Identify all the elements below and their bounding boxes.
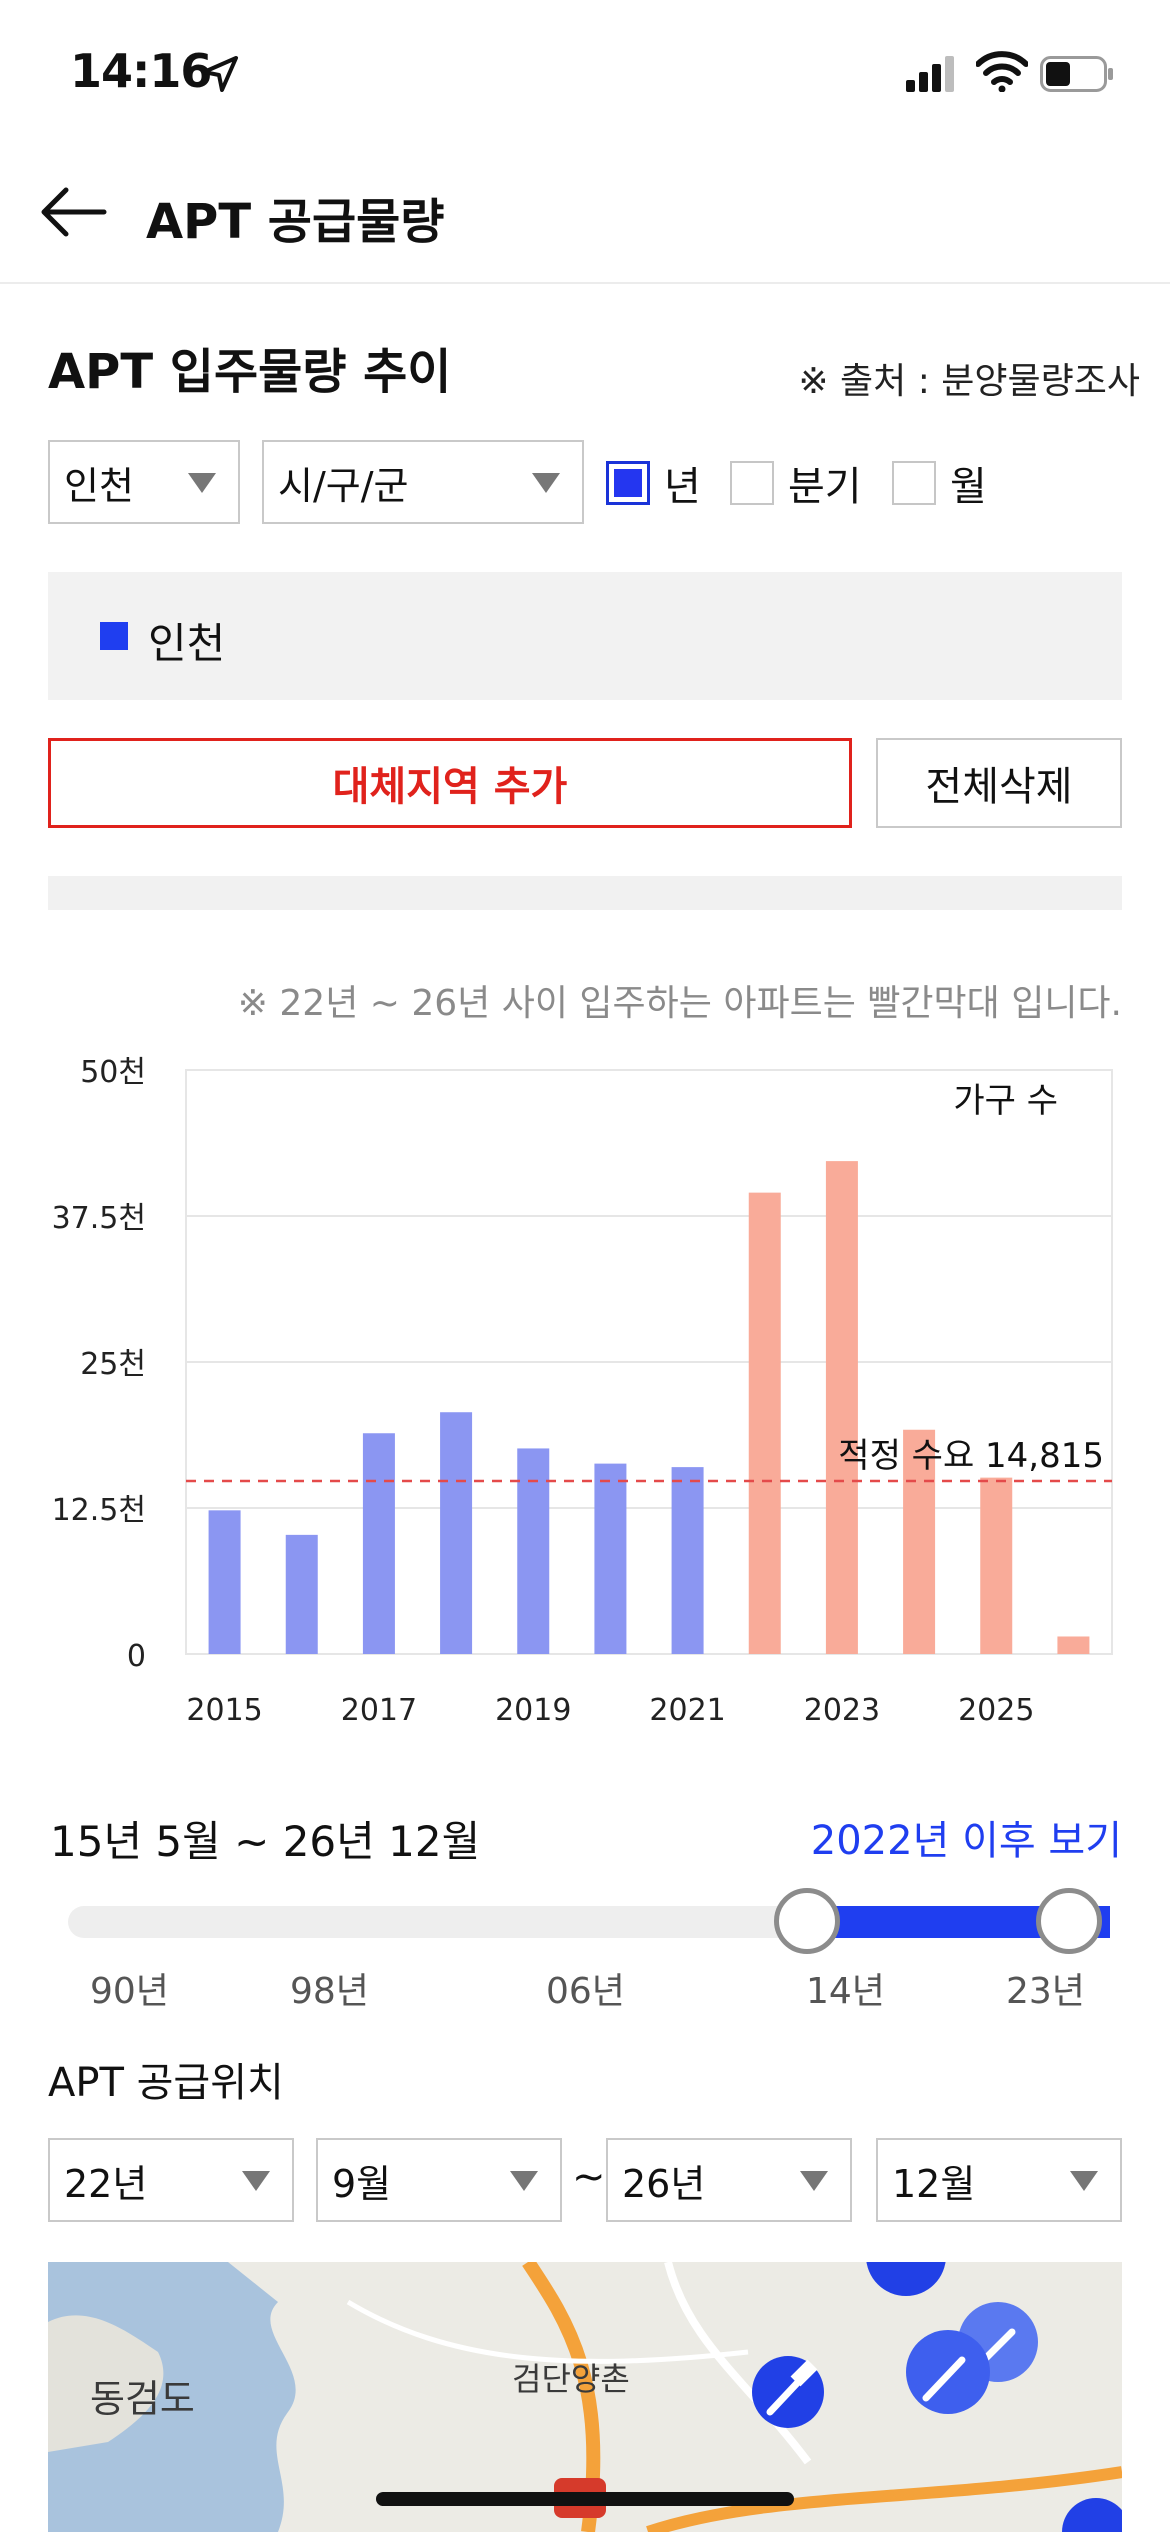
chart-bar — [440, 1412, 473, 1654]
add-region-button[interactable]: 대체지역 추가 — [48, 738, 852, 828]
page-title: APT 공급물량 — [146, 194, 445, 250]
from-year-select[interactable]: 22년 — [48, 2138, 294, 2222]
chart-bar — [517, 1448, 550, 1654]
battery-icon — [1040, 56, 1113, 92]
home-indicator — [376, 2492, 794, 2506]
range-separator: ~ — [572, 2154, 606, 2200]
chevron-down-icon — [188, 473, 216, 493]
period-quarter-label: 분기 — [788, 464, 862, 510]
back-arrow-icon[interactable] — [36, 182, 112, 242]
map-label: 검단양촌 — [512, 2360, 630, 2398]
range-tick-label: 90년 — [90, 1971, 169, 2012]
chevron-down-icon — [510, 2171, 538, 2191]
period-year-label: 년 — [664, 464, 701, 510]
x-tick-label: 2023 — [804, 1693, 880, 1728]
range-tick-label: 98년 — [290, 1971, 369, 2012]
chart-bar — [208, 1510, 241, 1654]
y-tick-label: 12.5천 — [52, 1493, 146, 1528]
checkbox-checked-icon — [606, 461, 650, 505]
range-tick-label: 23년 — [1006, 1971, 1085, 2012]
legend-label: 인천 — [148, 619, 226, 668]
status-time: 14:16 — [70, 44, 212, 98]
range-end-thumb[interactable] — [1036, 1888, 1102, 1954]
from-month-select[interactable]: 9월 — [316, 2138, 562, 2222]
chart-bar — [1057, 1636, 1090, 1654]
period-month-checkbox[interactable]: 월 — [892, 454, 987, 512]
location-arrow-icon — [202, 56, 238, 92]
district-select[interactable]: 시/구/군 — [262, 440, 584, 524]
period-year-checkbox[interactable]: 년 — [606, 454, 701, 512]
chart-bar — [903, 1429, 936, 1654]
x-tick-label: 2017 — [341, 1693, 417, 1728]
unit-label: 가구 수 — [953, 1081, 1058, 1121]
range-tick-label: 14년 — [806, 1971, 885, 2012]
location-section-title: APT 공급위치 — [48, 2060, 284, 2106]
supply-location-map[interactable]: 동검도 검단양촌 — [48, 2262, 1122, 2532]
chart-bar — [594, 1463, 627, 1654]
supply-bar-chart: 0 12.5천 25천 37.5천 50천 2015 2017 2019 2021 2023 202… — [52, 1055, 1113, 1728]
spacer-bar — [48, 876, 1122, 910]
period-quarter-checkbox[interactable]: 분기 — [730, 454, 862, 512]
x-tick-label: 2019 — [495, 1693, 571, 1728]
map-marker-icon[interactable] — [1062, 2498, 1122, 2532]
chevron-down-icon — [532, 473, 560, 493]
header-divider — [0, 282, 1170, 284]
map-label: 동검도 — [90, 2377, 195, 2421]
chart-bar — [362, 1433, 395, 1654]
y-tick-label: 25천 — [80, 1347, 146, 1382]
cellular-signal-icon — [906, 56, 954, 92]
map-marker-icon[interactable] — [752, 2356, 824, 2428]
legend-panel — [48, 572, 1122, 700]
reference-line-label: 적정 수요 14,815 — [838, 1436, 1104, 1476]
from-year-value: 22년 — [64, 2161, 148, 2206]
legend-swatch — [100, 622, 128, 650]
chart-bar — [671, 1467, 704, 1654]
map-marker-icon[interactable] — [866, 2262, 946, 2296]
y-tick-label: 37.5천 — [52, 1201, 146, 1236]
range-tick-label: 06년 — [546, 1971, 625, 2012]
period-month-label: 월 — [950, 464, 987, 510]
to-year-value: 26년 — [622, 2161, 706, 2206]
to-year-select[interactable]: 26년 — [606, 2138, 852, 2222]
source-note: ※ 출처 : 분양물량조사 — [798, 361, 1140, 402]
chart-note: ※ 22년 ~ 26년 사이 입주하는 아파트는 빨간막대 입니다. — [237, 983, 1122, 1024]
delete-all-button[interactable]: 전체삭제 — [876, 738, 1122, 828]
from-month-value: 9월 — [332, 2161, 392, 2206]
chart-bar — [980, 1477, 1013, 1654]
y-tick-label: 50천 — [80, 1055, 146, 1090]
map-canvas — [48, 2262, 1122, 2532]
chart-bar — [825, 1161, 858, 1654]
section-title: APT 입주물량 추이 — [48, 344, 452, 400]
wifi-icon — [976, 51, 1028, 92]
checkbox-unchecked-icon — [892, 461, 936, 505]
chevron-down-icon — [242, 2171, 270, 2191]
chevron-down-icon — [1070, 2171, 1098, 2191]
district-select-value: 시/구/군 — [278, 463, 409, 508]
region-select[interactable]: 인천 — [48, 440, 240, 524]
chevron-down-icon — [800, 2171, 828, 2191]
to-month-select[interactable]: 12월 — [876, 2138, 1122, 2222]
x-tick-label: 2015 — [186, 1693, 262, 1728]
y-tick-label: 0 — [127, 1639, 146, 1674]
to-month-value: 12월 — [892, 2161, 976, 2206]
checkbox-unchecked-icon — [730, 461, 774, 505]
region-select-value: 인천 — [64, 463, 134, 508]
chart-bar — [748, 1192, 781, 1654]
range-label: 15년 5월 ~ 26년 12월 — [50, 1817, 481, 1866]
view-after-2022-link[interactable]: 2022년 이후 보기 — [810, 1818, 1122, 1864]
range-start-thumb[interactable] — [774, 1888, 840, 1954]
x-tick-label: 2025 — [958, 1693, 1034, 1728]
x-tick-label: 2021 — [649, 1693, 725, 1728]
chart-bar — [285, 1534, 318, 1654]
map-marker-icon[interactable] — [906, 2330, 990, 2414]
